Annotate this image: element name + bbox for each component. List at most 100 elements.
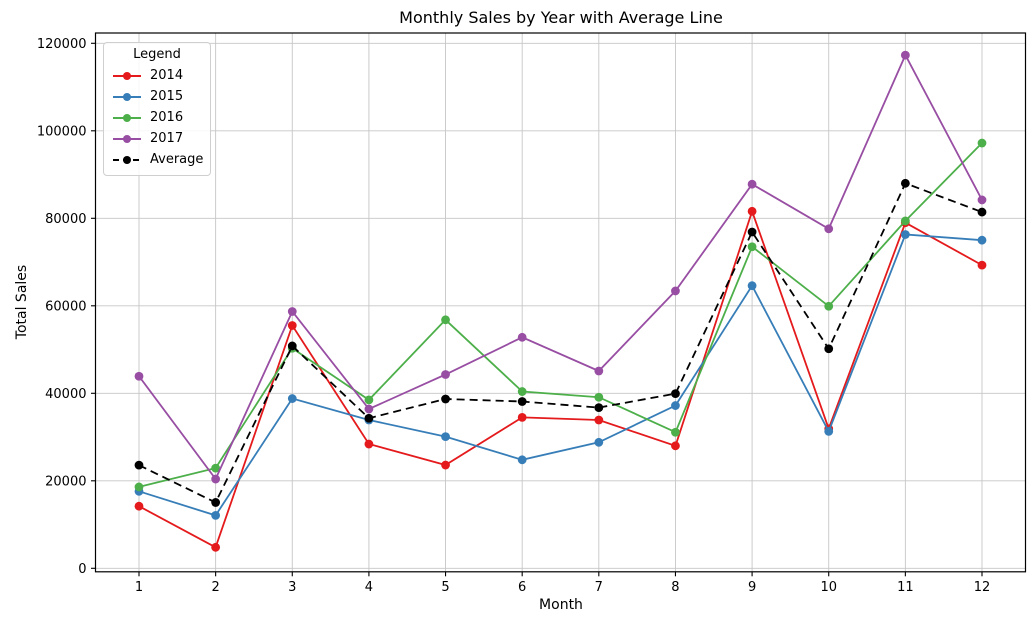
x-tick-label: 12 — [974, 580, 991, 595]
data-point-average — [671, 389, 680, 399]
x-tick-label: 5 — [441, 580, 449, 595]
series-line-2015 — [138, 233, 983, 517]
legend-line-sample-icon — [113, 155, 141, 164]
data-point-2015 — [287, 394, 297, 403]
data-point-2014 — [977, 260, 987, 270]
series-line-2014 — [138, 208, 983, 549]
data-point-2014 — [441, 460, 450, 470]
data-point-2014 — [211, 542, 221, 552]
y-tick-label: 40000 — [45, 387, 86, 402]
data-point-2016 — [364, 395, 374, 405]
data-point-2016 — [824, 301, 834, 311]
legend-label: Average — [150, 152, 204, 167]
data-point-2014 — [747, 206, 757, 216]
data-point-2014 — [364, 439, 374, 449]
data-point-2017 — [824, 224, 834, 234]
legend-label: 2015 — [150, 89, 184, 104]
data-point-2016 — [441, 315, 450, 325]
y-tick-label: 120000 — [37, 37, 87, 52]
x-tick-label: 9 — [748, 580, 756, 595]
x-tick-label: 2 — [211, 580, 219, 595]
data-point-average — [824, 344, 834, 354]
data-point-2017 — [211, 474, 221, 484]
data-point-2016 — [747, 242, 757, 252]
data-point-2017 — [287, 307, 297, 316]
data-point-2014 — [287, 321, 297, 330]
x-axis-label: Month — [539, 597, 583, 613]
data-point-2017 — [364, 404, 374, 414]
data-point-average — [517, 397, 527, 406]
legend-label: 2016 — [150, 110, 184, 125]
data-point-average — [364, 413, 374, 423]
data-point-2015 — [977, 235, 987, 245]
y-tick-label: 100000 — [37, 124, 87, 139]
data-point-2017 — [441, 370, 450, 379]
data-point-2016 — [977, 138, 987, 148]
x-tick-label: 6 — [518, 580, 526, 595]
data-point-average — [977, 207, 987, 217]
data-point-2017 — [747, 179, 757, 189]
data-point-2015 — [211, 510, 221, 520]
x-tick-label: 1 — [135, 580, 143, 595]
data-point-2017 — [900, 50, 910, 60]
data-point-2016 — [671, 427, 680, 437]
series-line-2017 — [138, 53, 983, 481]
x-tick-label: 7 — [595, 580, 603, 595]
y-axis-label: Total Sales — [14, 264, 30, 340]
data-point-2015 — [824, 426, 834, 436]
data-point-average — [211, 498, 221, 507]
x-tick-label: 4 — [365, 580, 373, 595]
data-point-2016 — [211, 463, 221, 473]
x-tick-label: 10 — [820, 580, 837, 595]
legend-line-sample-icon — [113, 134, 141, 143]
data-point-average — [594, 403, 604, 413]
data-point-2014 — [671, 441, 680, 451]
data-point-2014 — [517, 412, 527, 422]
data-point-2017 — [594, 366, 604, 376]
legend: Legend 2014 2015 2016 2017 Average — [103, 42, 211, 176]
data-point-average — [134, 460, 144, 470]
y-tick-label: 0 — [78, 562, 86, 577]
legend-title: Legend — [133, 47, 181, 62]
data-point-2014 — [594, 415, 604, 425]
data-point-2017 — [671, 286, 680, 296]
series-line-2016 — [138, 142, 983, 488]
data-point-2017 — [517, 332, 527, 342]
data-point-2015 — [517, 455, 527, 465]
data-point-average — [287, 341, 297, 351]
data-point-average — [747, 227, 757, 237]
data-point-2016 — [134, 482, 144, 492]
legend-line-sample-icon — [113, 92, 141, 101]
x-tick-label: 3 — [288, 580, 296, 595]
legend-label: 2014 — [150, 68, 184, 83]
data-point-2017 — [977, 195, 987, 205]
legend-line-sample-icon — [113, 113, 141, 122]
data-point-average — [441, 394, 450, 404]
y-tick-label: 20000 — [45, 474, 86, 489]
x-tick-label: 11 — [897, 580, 914, 595]
data-point-2015 — [441, 432, 450, 442]
series-line-average — [138, 182, 983, 504]
legend-entries: 2014 2015 2016 2017 Average — [112, 65, 204, 170]
legend-entry-2015: 2015 — [112, 86, 202, 107]
data-point-2015 — [594, 437, 604, 447]
legend-line-sample-icon — [113, 71, 141, 80]
data-point-2016 — [517, 387, 527, 396]
legend-entry-2017: 2017 — [112, 128, 202, 149]
y-tick-label: 80000 — [45, 212, 86, 227]
data-point-2016 — [594, 392, 604, 402]
legend-entry-2014: 2014 — [112, 65, 202, 86]
data-point-2017 — [134, 371, 144, 381]
y-tick-label: 60000 — [45, 299, 86, 314]
legend-entry-2016: 2016 — [112, 107, 202, 128]
x-tick-label: 8 — [671, 580, 679, 595]
legend-label: 2017 — [150, 131, 184, 146]
data-point-average — [900, 178, 910, 188]
data-point-2014 — [134, 501, 144, 511]
data-point-2015 — [747, 281, 757, 291]
data-point-2016 — [900, 216, 910, 226]
data-point-2015 — [900, 230, 910, 239]
legend-entry-average: Average — [112, 149, 204, 170]
